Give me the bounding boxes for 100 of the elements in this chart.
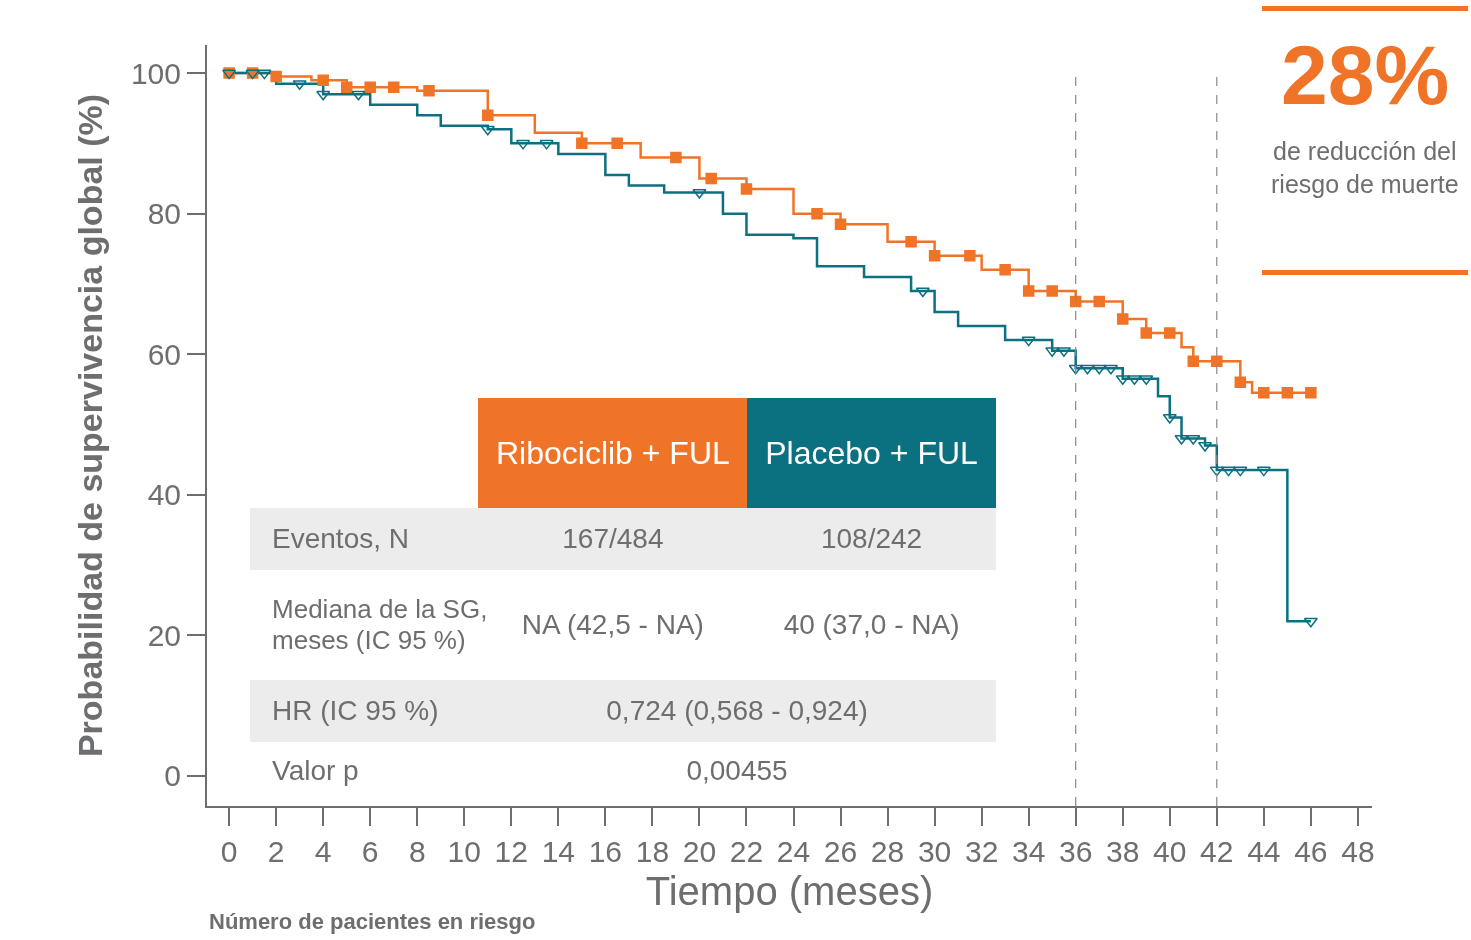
point (1068, 364, 1083, 375)
point (1092, 364, 1107, 375)
header-swatch: Placebo + FUL (747, 397, 996, 509)
point (999, 264, 1011, 276)
point (1080, 364, 1095, 375)
point (1258, 387, 1270, 399)
point (1140, 327, 1152, 339)
row-shade: HR (IC 95 %) (250, 679, 479, 743)
y-tick-label: 60 (147, 337, 181, 371)
x-tick-label: 30 (917, 835, 952, 868)
y-tick-label: 100 (130, 56, 181, 90)
x-tick-label: 12 (494, 835, 528, 868)
point (317, 74, 329, 86)
x-tick-label: 24 (776, 835, 811, 868)
x-tick-label: 46 (1294, 835, 1328, 868)
point (1211, 355, 1223, 367)
x-tick-label: 34 (1011, 835, 1046, 868)
point (1021, 336, 1036, 347)
point (1233, 466, 1248, 477)
row-shade: 108/242 (747, 508, 996, 570)
row-shade: Eventos, N (250, 508, 479, 570)
row-shade: 167/484 (478, 508, 748, 570)
point (1115, 375, 1130, 386)
point (1187, 355, 1200, 367)
annotation: Eventos, N (272, 522, 409, 556)
x-tick-label: 44 (1247, 835, 1281, 868)
row-shade: 0,724 (0,568 - 0,924) (478, 679, 996, 743)
text: Número de pacientes en riesgo (209, 909, 536, 934)
point (964, 250, 976, 262)
point (1256, 466, 1271, 477)
header-swatch: Ribociclib + FUL (478, 397, 748, 509)
point (576, 137, 588, 150)
x-tick-label: 6 (361, 835, 379, 868)
point (834, 218, 847, 230)
annotation: 0,724 (0,568 - 0,924) (606, 694, 868, 728)
point (351, 90, 366, 101)
x-tick-label: 18 (635, 835, 670, 868)
point (1127, 375, 1142, 386)
point (1093, 295, 1105, 308)
x-tick-label: 2 (267, 835, 285, 868)
x-tick-label: 0 (220, 835, 238, 868)
point (257, 69, 272, 80)
point (811, 207, 823, 220)
annotation: NA (42,5 - NA) (521, 607, 704, 642)
point (1164, 327, 1176, 339)
point (915, 287, 930, 298)
annotation: 108/242 (820, 522, 923, 556)
x-tick-label: 22 (729, 835, 764, 868)
point (482, 109, 494, 122)
point (1305, 387, 1317, 399)
y-tick-label: 80 (147, 197, 181, 231)
point (1281, 387, 1294, 399)
point (539, 139, 554, 150)
x-axis-title: Tiempo (meses) (645, 869, 934, 913)
point (340, 81, 353, 93)
annotation: 40 (37,0 - NA) (783, 607, 960, 642)
x-tick-label: 14 (541, 835, 576, 868)
x-tick-label: 4 (314, 835, 332, 868)
point (670, 151, 682, 164)
x-tick-label: 32 (964, 835, 999, 868)
annotation: HR (IC 95 %) (272, 694, 439, 728)
x-tick-label: 8 (408, 835, 426, 868)
point (928, 250, 941, 262)
text: Placebo + FUL (765, 433, 978, 473)
x-tick-label: 20 (682, 835, 717, 868)
x-tick-label: 36 (1059, 835, 1093, 868)
point (270, 70, 282, 83)
annotation: 0,00455 (686, 754, 788, 788)
annotation: 167/484 (562, 522, 664, 556)
point (387, 81, 400, 93)
x-tick-label: 16 (588, 835, 623, 868)
annotation: Mediana de la SG, meses (IC 95 %) (272, 593, 488, 656)
annotation: Valor p (272, 754, 359, 788)
y-tick-label: 20 (147, 618, 181, 652)
point (905, 236, 917, 248)
x-tick-label: 42 (1200, 835, 1234, 868)
x-tick-label: 48 (1341, 835, 1375, 868)
point (1303, 617, 1318, 628)
point (480, 125, 495, 136)
point (611, 137, 623, 150)
point (1162, 413, 1177, 424)
point (1116, 313, 1129, 325)
point (1209, 466, 1224, 477)
annotation: 28% (1281, 28, 1450, 122)
point (1221, 466, 1236, 477)
x-tick-label: 26 (823, 835, 858, 868)
point (1234, 376, 1247, 389)
point (1139, 375, 1154, 386)
point (705, 172, 717, 185)
x-tick-label: 38 (1106, 835, 1140, 868)
point (740, 183, 753, 195)
y-tick-label: 0 (164, 759, 181, 793)
point (316, 90, 331, 101)
y-tick-label: 40 (147, 478, 181, 512)
y-axis-title: Probabilidad de supervivencia global (%) (71, 93, 110, 758)
annotation: de reducción del riesgo de muerte (1271, 137, 1459, 198)
point (1022, 285, 1035, 297)
x-tick-label: 10 (447, 835, 481, 868)
point (364, 81, 376, 93)
x-tick-label: 28 (870, 835, 905, 868)
